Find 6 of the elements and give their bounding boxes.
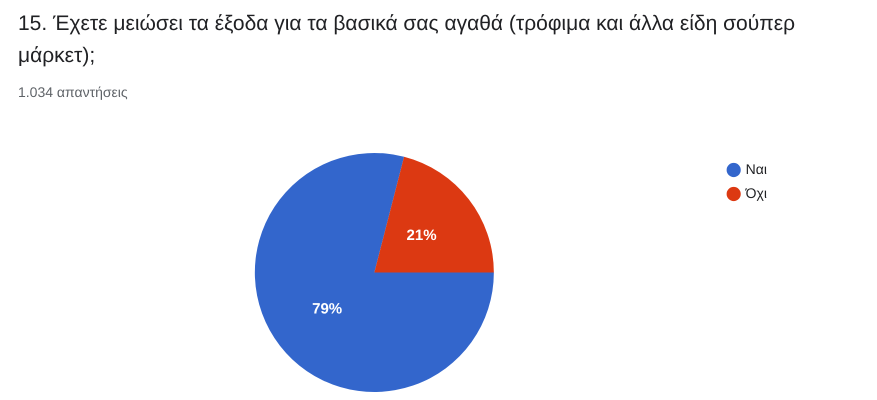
legend-label: Όχι bbox=[744, 184, 767, 201]
chart-title: 15. Έχετε μειώσει τα έξοδα για τα βασικά σας αγαθά (τρόφιμα και άλλα είδη σούπερ μάρκετ); bbox=[18, 11, 796, 69]
text: 1.034 απαντήσεις bbox=[18, 84, 128, 100]
legend-label: Ναι bbox=[746, 160, 768, 177]
data-label: 21% bbox=[406, 227, 437, 244]
data-label: 79% bbox=[312, 300, 342, 318]
